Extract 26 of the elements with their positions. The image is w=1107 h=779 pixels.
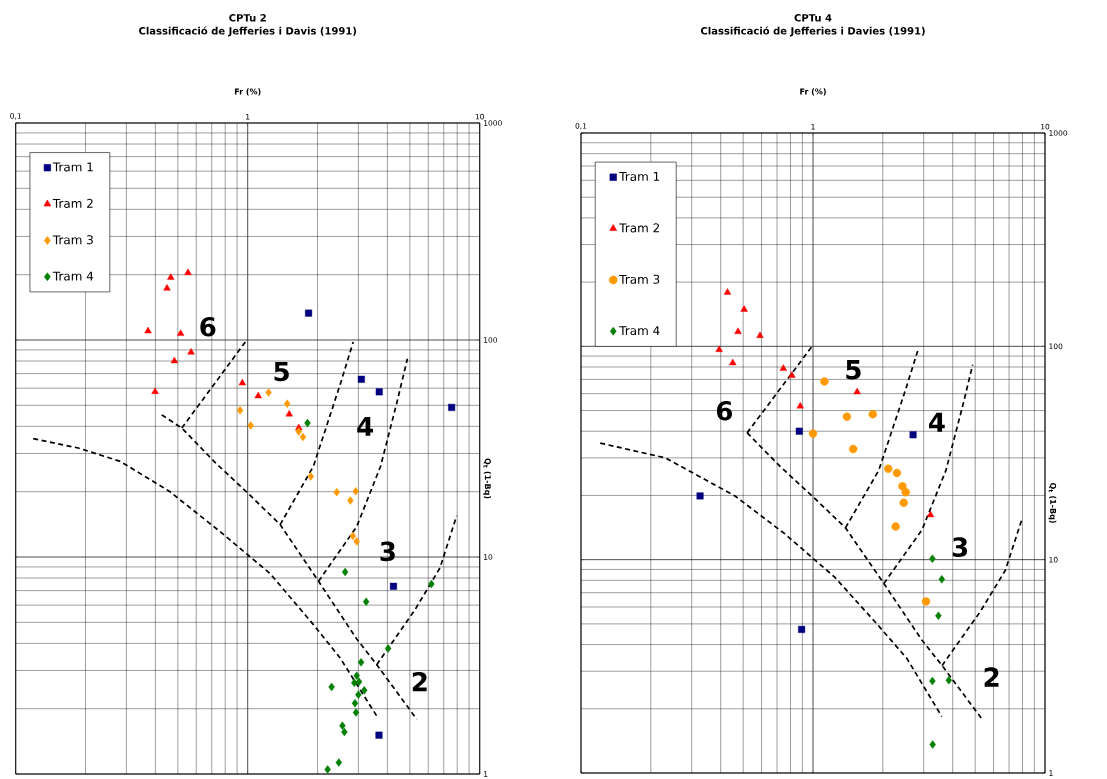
legend-label: Tram 1 (52, 162, 93, 172)
x-axis-title: Fr (%) (234, 88, 261, 96)
annotation: 2 (412, 671, 427, 692)
legend-label: Tram 2 (52, 198, 93, 208)
legend-label: Tram 3 (52, 235, 93, 245)
annotation: 2 (984, 667, 999, 687)
annotation: 6 (716, 400, 733, 421)
x-axis-title: Fr (%) (800, 88, 826, 96)
legend-label: Tram 4 (619, 326, 660, 336)
annotation: 3 (380, 541, 395, 562)
legend-label: Tram 3 (619, 274, 660, 284)
annotation: 6 (200, 316, 216, 337)
annotation: 5 (846, 360, 861, 380)
legend-label: Tram 4 (52, 271, 94, 281)
annotation: 4 (357, 416, 373, 436)
annotation: 5 (274, 362, 289, 382)
chart-subtitle: Classificació de Jefferies i Davis (1991) (139, 26, 357, 37)
annotation: 3 (952, 537, 968, 557)
annotation: 4 (929, 412, 945, 432)
chart-title: CPTu 4 (794, 14, 832, 22)
legend-label: Tram 2 (619, 223, 659, 233)
legend-label: Tram 1 (619, 172, 660, 182)
chart-title: CPTu 2 (229, 14, 266, 22)
y-axis-title: Q$_{t}$ (1-Bq) (483, 458, 491, 499)
y-axis-title: Q$_{t}$ (1-Bq) (1048, 482, 1057, 523)
chart-subtitle: Classificació de Jefferies i Davies (1991) (700, 26, 925, 37)
